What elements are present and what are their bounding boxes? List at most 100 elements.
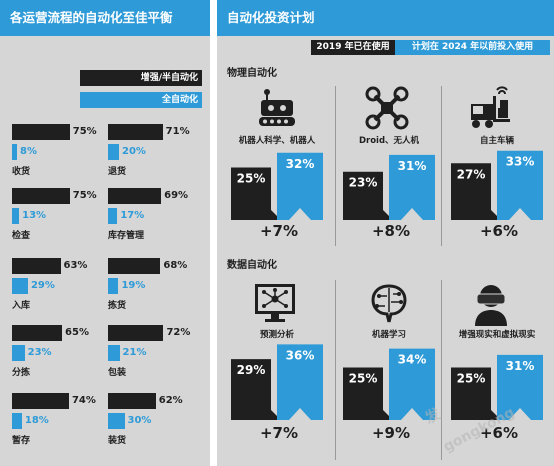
bar-2024 — [389, 348, 435, 420]
bar-2019 — [451, 163, 501, 220]
value-semi-auto: 75% — [72, 126, 97, 137]
bar-full-auto — [108, 413, 125, 429]
bar-semi-auto — [108, 325, 164, 341]
category-label: 拣货 — [108, 301, 127, 311]
bar-2024 — [277, 152, 323, 220]
brain-icon — [371, 284, 407, 323]
bar-full-auto — [108, 345, 120, 361]
delta-value: +7% — [259, 222, 299, 240]
category-label: 暂存 — [12, 436, 31, 446]
bar-2019 — [343, 171, 393, 220]
category-label: 预测分析 — [259, 330, 294, 340]
separator — [335, 86, 336, 246]
tab-2024: 计划在 2024 年以前投入使用 — [395, 40, 550, 55]
robot-icon — [259, 89, 295, 126]
delta-value: +9% — [371, 424, 411, 442]
vr-headset-icon — [475, 285, 507, 326]
value-full-auto: 19% — [121, 280, 146, 291]
bar-2019 — [451, 367, 501, 420]
bar-2024 — [497, 354, 543, 420]
value-2024: 31% — [506, 359, 535, 373]
value-semi-auto: 68% — [163, 260, 188, 271]
category-label: 入库 — [12, 301, 31, 311]
bar-semi-auto — [108, 393, 156, 409]
drone-icon — [365, 86, 409, 130]
category-label: 自主车辆 — [479, 136, 514, 146]
value-full-auto: 21% — [122, 347, 147, 358]
category-label: 机器学习 — [371, 330, 406, 340]
bar-full-auto — [108, 278, 119, 294]
value-2019: 25% — [237, 172, 266, 186]
value-full-auto: 20% — [122, 146, 146, 157]
forklift-icon — [471, 86, 510, 128]
network-monitor-icon — [255, 284, 295, 322]
value-2019: 23% — [349, 176, 378, 190]
bar-full-auto — [12, 345, 25, 361]
value-semi-auto: 62% — [158, 395, 183, 406]
bar-semi-auto — [12, 393, 69, 409]
value-full-auto: 23% — [27, 347, 52, 358]
value-semi-auto: 69% — [164, 190, 189, 201]
category-label: 退货 — [108, 167, 127, 177]
value-full-auto: 13% — [22, 210, 47, 221]
value-2019: 25% — [457, 372, 486, 386]
value-full-auto: 8% — [20, 146, 37, 157]
bar-2024 — [277, 344, 323, 420]
bar-2024 — [497, 150, 543, 220]
bar-full-auto — [12, 208, 20, 224]
legend-semi-auto: 增强/半自动化 — [80, 70, 202, 86]
value-2019: 25% — [349, 372, 378, 386]
bar-semi-auto — [12, 124, 70, 140]
value-full-auto: 30% — [127, 415, 152, 426]
separator — [441, 86, 442, 246]
legend-full-auto: 全自动化 — [80, 92, 202, 108]
comparison-chart: 25% 34% — [343, 348, 435, 420]
comparison-chart: 29% 36% — [231, 344, 323, 420]
section-data: 数据自动化 — [227, 260, 277, 271]
section-physical: 物理自动化 — [227, 68, 277, 79]
category-label: 分拣 — [12, 368, 31, 378]
comparison-chart: 23% 31% — [343, 154, 435, 220]
value-2024: 33% — [506, 155, 535, 169]
value-semi-auto: 65% — [65, 327, 89, 338]
comparison-chart: 27% 33% — [451, 150, 543, 220]
value-2019: 29% — [237, 363, 266, 377]
category-label: Droid、无人机 — [358, 136, 420, 146]
value-2024: 36% — [286, 348, 315, 362]
value-2024: 34% — [398, 353, 427, 367]
category-label: 库存管理 — [108, 231, 145, 241]
bar-2019 — [231, 167, 281, 220]
delta-value: +6% — [479, 222, 519, 240]
right-panel-title: 自动化投资计划 — [217, 0, 554, 36]
tab-2019: 2019 年已在使用 — [311, 40, 395, 55]
value-semi-auto: 72% — [166, 327, 191, 338]
bar-full-auto — [12, 278, 28, 294]
value-2024: 32% — [286, 157, 315, 171]
category-label: 机器人科学、机器人 — [238, 136, 316, 146]
value-semi-auto: 63% — [63, 260, 88, 271]
bar-semi-auto — [108, 124, 163, 140]
category-label: 装货 — [108, 436, 127, 446]
delta-value: +6% — [479, 424, 519, 442]
bar-semi-auto — [12, 258, 61, 274]
delta-value: +7% — [259, 424, 299, 442]
bar-full-auto — [108, 208, 118, 224]
comparison-chart: 25% 31% — [451, 354, 543, 420]
value-full-auto: 29% — [30, 280, 55, 291]
bar-semi-auto — [12, 188, 70, 204]
value-full-auto: 17% — [120, 210, 145, 221]
left-panel-title: 各运营流程的自动化至佳平衡 — [0, 0, 210, 36]
bar-full-auto — [108, 144, 119, 160]
bar-2019 — [343, 367, 393, 420]
category-label: 检查 — [12, 231, 31, 241]
separator — [441, 280, 442, 460]
bar-full-auto — [12, 413, 22, 429]
category-label: 包装 — [108, 368, 127, 378]
bar-semi-auto — [12, 325, 63, 341]
bar-full-auto — [12, 144, 17, 160]
separator — [335, 280, 336, 460]
value-semi-auto: 74% — [71, 395, 96, 406]
left-panel: 各运营流程的自动化至佳平衡 增强/半自动化 全自动化 75% 8% 收货 71% 20%… — [0, 0, 210, 466]
value-semi-auto: 75% — [72, 190, 97, 201]
value-semi-auto: 71% — [165, 126, 190, 137]
